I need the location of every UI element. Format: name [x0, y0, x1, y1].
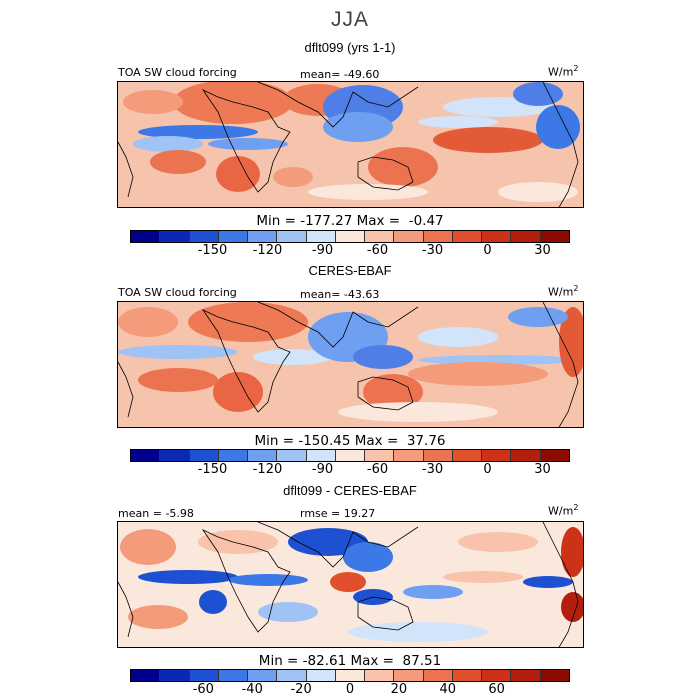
- colorbar-2-cell: [540, 450, 569, 461]
- colorbar-1-cell: [248, 231, 278, 242]
- colorbar-3-cell: [248, 670, 278, 681]
- panel-3-units: W/m2: [548, 503, 579, 518]
- colorbar-2-cell: [335, 450, 366, 461]
- panel-1-coastlines: [118, 82, 579, 207]
- panel-1-field: [123, 82, 580, 202]
- panel-2-mean-label: mean= -43.63: [300, 288, 380, 301]
- colorbar-3-cell: [482, 670, 512, 681]
- colorbar-2-cell: [423, 450, 453, 461]
- colorbar-2-tick-label: -60: [366, 462, 389, 477]
- panel-2-minmax: Min = -150.45 Max = 37.76: [254, 433, 446, 449]
- colorbar-1-cell: [394, 231, 424, 242]
- colorbar-2-cell: [452, 450, 483, 461]
- panel-1-minmax: Min = -177.27 Max = -0.47: [256, 213, 444, 229]
- colorbar-1-tick-label: 0: [483, 243, 492, 258]
- colorbar-1-cell: [335, 231, 366, 242]
- colorbar-3-cell: [131, 670, 161, 681]
- colorbar-1-cell: [482, 231, 512, 242]
- colorbar-2-cell: [160, 450, 190, 461]
- colorbar-1-cell: [365, 231, 395, 242]
- colorbar-1-tick-label: -150: [197, 243, 228, 258]
- panel-2-coastlines: [118, 302, 579, 427]
- colorbar-2-tick-label: 30: [534, 462, 551, 477]
- panel-1-colorbar: [130, 230, 570, 243]
- colorbar-3-tick-label: -40: [241, 682, 263, 697]
- colorbar-3-tick-label: -20: [290, 682, 312, 697]
- panel-2-map: [117, 301, 584, 428]
- panel-2-variable-label: TOA SW cloud forcing: [118, 286, 237, 299]
- colorbar-3-tick-label: 20: [390, 682, 408, 697]
- colorbar-3-cell: [306, 670, 336, 681]
- panel-3-colorbar-ticks: -60 -40 -20 0 20 40 60: [0, 682, 700, 698]
- colorbar-2-cell: [248, 450, 278, 461]
- colorbar-1-cell: [160, 231, 190, 242]
- colorbar-1-cell: [131, 231, 161, 242]
- colorbar-3-tick-label: 40: [439, 682, 457, 697]
- colorbar-2-tick-label: -150: [197, 462, 228, 477]
- panel-1-title: dflt099 (yrs 1-1): [304, 40, 396, 55]
- panel-3-map: [117, 521, 584, 648]
- panel-1-variable-label: TOA SW cloud forcing: [118, 66, 237, 79]
- panel-3-field: [120, 527, 583, 642]
- colorbar-3-tick-label: 0: [345, 682, 355, 697]
- panel-1-map: [117, 81, 584, 208]
- colorbar-2-tick-label: 0: [483, 462, 492, 477]
- colorbar-1-cell: [511, 231, 541, 242]
- colorbar-3-cell: [277, 670, 307, 681]
- colorbar-2-cell: [131, 450, 161, 461]
- panel-3-minmax: Min = -82.61 Max = 87.51: [258, 653, 442, 669]
- panel-1-mean-label: mean= -49.60: [300, 68, 380, 81]
- colorbar-2-cell: [482, 450, 512, 461]
- colorbar-1-tick-label: -60: [366, 243, 389, 258]
- panel-1-units: W/m2: [548, 64, 579, 79]
- panel-3-title: dflt099 - CERES-EBAF: [283, 483, 417, 498]
- colorbar-1-tick-label: -120: [252, 243, 283, 258]
- panel-3-mean-label: mean = -5.98: [118, 507, 194, 520]
- colorbar-1-cell: [277, 231, 307, 242]
- colorbar-2-cell: [306, 450, 336, 461]
- colorbar-3-cell: [423, 670, 453, 681]
- panel-3-colorbar: [130, 669, 570, 682]
- colorbar-1-cell: [189, 231, 219, 242]
- colorbar-3-cell: [189, 670, 219, 681]
- colorbar-3-cell: [335, 670, 366, 681]
- panel-2-colorbar-ticks: -150 -120 -90 -60 -30 0 30: [0, 462, 700, 478]
- colorbar-3-cell: [394, 670, 424, 681]
- colorbar-2-cell: [189, 450, 219, 461]
- panel-3-coastlines: [118, 522, 579, 647]
- colorbar-1-cell: [306, 231, 336, 242]
- colorbar-3-cell: [452, 670, 483, 681]
- colorbar-1-cell: [423, 231, 453, 242]
- colorbar-2-tick-label: -120: [252, 462, 283, 477]
- colorbar-1-cell: [218, 231, 249, 242]
- colorbar-1-cell: [452, 231, 483, 242]
- panel-2-title: CERES-EBAF: [308, 263, 392, 278]
- colorbar-3-cell: [365, 670, 395, 681]
- colorbar-2-cell: [394, 450, 424, 461]
- colorbar-2-cell: [277, 450, 307, 461]
- panel-2-units: W/m2: [548, 284, 579, 299]
- panel-2-colorbar: [130, 449, 570, 462]
- colorbar-2-cell: [511, 450, 541, 461]
- panel-3-rmse-label: rmse = 19.27: [300, 507, 376, 520]
- panel-2-field: [118, 302, 583, 422]
- colorbar-1-tick-label: -30: [421, 243, 444, 258]
- season-title: JJA: [330, 8, 369, 31]
- colorbar-3-cell: [540, 670, 569, 681]
- colorbar-2-cell: [365, 450, 395, 461]
- colorbar-3-tick-label: 60: [488, 682, 505, 697]
- colorbar-3-cell: [511, 670, 541, 681]
- colorbar-1-tick-label: 30: [534, 243, 551, 258]
- colorbar-3-cell: [218, 670, 249, 681]
- colorbar-3-cell: [160, 670, 190, 681]
- colorbar-3-tick-label: -60: [192, 682, 214, 697]
- panel-1-colorbar-ticks: -150 -120 -90 -60 -30 0 30: [0, 243, 700, 259]
- colorbar-1-tick-label: -90: [311, 243, 334, 258]
- colorbar-2-tick-label: -30: [421, 462, 444, 477]
- colorbar-2-cell: [218, 450, 249, 461]
- colorbar-1-cell: [540, 231, 569, 242]
- colorbar-2-tick-label: -90: [311, 462, 334, 477]
